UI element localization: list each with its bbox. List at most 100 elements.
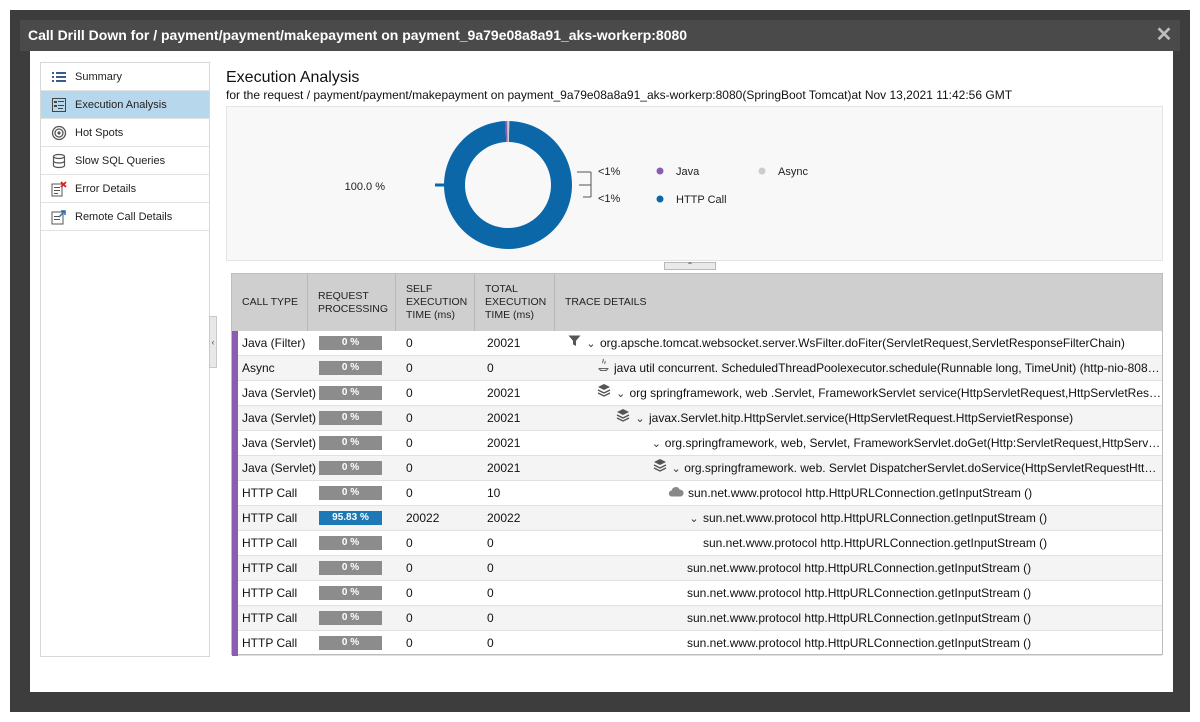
sidebar-item-execution-analysis[interactable]: Execution Analysis [41, 91, 209, 119]
cell-trace-details[interactable]: sun.net.www.protocol http.HttpURLConnect… [668, 481, 1162, 506]
cell-total-time: 10 [487, 486, 501, 500]
cell-self-time: 0 [406, 536, 413, 550]
cell-total-time: 0 [487, 561, 494, 575]
table-row[interactable]: HTTP Call 95.83 % 20022 20022 ⌄ sun.net.www.p… [238, 506, 1162, 531]
cell-trace-details[interactable]: sun.net.www.protocol http.HttpURLConnect… [687, 581, 1162, 606]
request-processing-bar: 0 % [319, 461, 382, 475]
trace-text: sun.net.www.protocol http.HttpURLConnect… [688, 486, 1033, 500]
trace-text: sun.net.www.protocol http.HttpURLConnect… [687, 636, 1032, 650]
table-row[interactable]: Java (Filter) 0 % 0 20021 ⌄ org.apsche.tomcat… [238, 331, 1162, 356]
cell-call-type: HTTP Call [242, 561, 298, 575]
cell-self-time: 0 [406, 486, 413, 500]
cell-total-time: 20021 [487, 436, 521, 450]
cell-trace-details[interactable]: ⌄ javax.Servlet.hitp.HttpServlet.service(… [616, 406, 1162, 431]
trace-text: sun.net.www.protocol http.HttpURLConnect… [687, 561, 1032, 575]
sidebar-item-hot-spots[interactable]: Hot Spots [41, 119, 209, 147]
cell-trace-details[interactable]: sun.net.www.protocol http.HttpURLConnect… [687, 606, 1162, 631]
header-trace-details[interactable]: TRACE DETAILS [565, 296, 647, 308]
table-row[interactable]: Java (Servlet) 0 % 0 20021 ⌄ org springframew… [238, 381, 1162, 406]
sidebar-item-label: Hot Spots [75, 126, 124, 139]
chart-panel: 100.0 % <1% <1% Java Async HTTP Call [226, 106, 1163, 261]
modal-titlebar: Call Drill Down for / payment/payment/ma… [20, 20, 1180, 51]
request-processing-bar: 0 % [319, 386, 382, 400]
layers-icon [653, 456, 667, 481]
page-title: Execution Analysis [226, 69, 360, 86]
legend-label-java: Java [676, 166, 700, 178]
sidebar-item-summary[interactable]: Summary [41, 63, 209, 91]
trace-text: org.springframework, web, Servlet, Frame… [664, 436, 1162, 450]
table-row[interactable]: HTTP Call 0 % 0 0 sun.net.www.protocol http.… [238, 631, 1162, 656]
chart-toggle-button[interactable]: ⌃ [664, 262, 716, 270]
database-icon [51, 153, 67, 169]
trace-text: sun.net.www.protocol http.HttpURLConnect… [687, 611, 1032, 625]
cell-self-time: 0 [406, 411, 413, 425]
sidebar-item-slow-sql[interactable]: Slow SQL Queries [41, 147, 209, 175]
donut-slice-java[interactable] [505, 121, 508, 143]
cloud-icon [668, 481, 684, 506]
cell-trace-details[interactable]: ⌄ sun.net.www.protocol http.HttpURLConnec… [688, 506, 1162, 531]
cell-trace-details[interactable]: sun.net.www.protocol http.HttpURLConnect… [703, 531, 1162, 556]
header-self-execution-time[interactable]: SELF EXECUTION TIME (ms) [396, 274, 475, 331]
cell-trace-details[interactable]: sun.net.www.protocol http.HttpURLConnect… [687, 556, 1162, 581]
error-doc-icon [51, 180, 67, 197]
target-icon [51, 125, 67, 141]
cell-trace-details[interactable]: ⌄ org.springframework. web. Servlet Dispa… [653, 456, 1162, 481]
legend-label-http-call: HTTP Call [676, 194, 727, 206]
chevron-down-icon[interactable]: ⌄ [651, 437, 661, 450]
header-request-processing[interactable]: REQUEST PROCESSING [308, 274, 396, 331]
table-row[interactable]: Java (Servlet) 0 % 0 20021 ⌄ org.springframew… [238, 456, 1162, 481]
table-row[interactable]: Async 0 % 0 0 java util concurrent. Schedule… [238, 356, 1162, 381]
donut-slice-http-call[interactable] [444, 121, 572, 249]
layers-icon [597, 381, 611, 406]
table-row[interactable]: HTTP Call 0 % 0 0 sun.net.www.protocol http.… [238, 556, 1162, 581]
request-processing-bar: 0 % [319, 336, 382, 350]
sidebar-item-label: Summary [75, 70, 123, 83]
sidebar-collapse-handle[interactable]: ‹ [209, 316, 217, 368]
cell-total-time: 20021 [487, 461, 521, 475]
trace-table: CALL TYPE REQUEST PROCESSING SELF EXECUT… [231, 273, 1163, 656]
close-icon[interactable]: ✕ [1155, 24, 1173, 46]
trace-text: sun.net.www.protocol http.HttpURLConnect… [687, 586, 1032, 600]
table-row[interactable]: HTTP Call 0 % 0 10 sun.net.www.protocol http… [238, 481, 1162, 506]
legend-label-async: Async [778, 166, 808, 178]
execution-analysis-icon [51, 97, 67, 113]
chevron-down-icon[interactable]: ⌄ [616, 387, 626, 400]
header-call-type[interactable]: CALL TYPE [232, 274, 308, 331]
donut-slice-async[interactable] [507, 121, 510, 143]
cell-trace-details[interactable]: ⌄ org.apsche.tomcat.websocket.server.WsFi… [568, 331, 1162, 356]
slice-label-http-call: 100.0 % [345, 181, 386, 193]
sidebar-item-label: Slow SQL Queries [75, 154, 166, 167]
table-row[interactable]: Java (Servlet) 0 % 0 20021 ⌄ org.springframew… [238, 431, 1162, 456]
table-row[interactable]: HTTP Call 0 % 0 0 sun.net.www.protocol http.… [238, 531, 1162, 556]
sidebar-item-remote-call-details[interactable]: Remote Call Details [41, 203, 209, 231]
header-total-execution-time[interactable]: TOTAL EXECUTION TIME (ms) [475, 274, 555, 331]
cell-call-type: Async [242, 361, 275, 375]
legend-dot-async [758, 167, 766, 175]
request-processing-bar: 0 % [319, 586, 382, 600]
cell-total-time: 0 [487, 586, 494, 600]
donut-chart: 100.0 % <1% <1% Java Async HTTP Call [345, 121, 808, 249]
cell-self-time: 0 [406, 461, 413, 475]
cell-trace-details[interactable]: ⌄ org.springframework, web, Servlet, Fram… [651, 431, 1162, 456]
table-row[interactable]: HTTP Call 0 % 0 0 sun.net.www.protocol http.… [238, 606, 1162, 631]
cell-call-type: HTTP Call [242, 611, 298, 625]
sidebar-item-error-details[interactable]: Error Details [41, 175, 209, 203]
cell-total-time: 20021 [487, 411, 521, 425]
table-row[interactable]: Java (Servlet) 0 % 0 20021 ⌄ javax.Servlet.hi… [238, 406, 1162, 431]
slice-label-async: <1% [598, 193, 621, 205]
cell-total-time: 0 [487, 611, 494, 625]
cell-total-time: 0 [487, 636, 494, 650]
remote-call-icon [51, 209, 67, 225]
cell-trace-details[interactable]: java util concurrent. ScheduledThreadPoo… [597, 356, 1162, 381]
modal-title: Call Drill Down for / payment/payment/ma… [28, 27, 688, 43]
cell-total-time: 20022 [487, 511, 521, 525]
cell-trace-details[interactable]: ⌄ org springframework, web .Servlet, Fram… [597, 381, 1162, 406]
chevron-down-icon[interactable]: ⌄ [671, 462, 681, 475]
table-row[interactable]: HTTP Call 0 % 0 0 sun.net.www.protocol http.… [238, 581, 1162, 606]
chevron-down-icon[interactable]: ⌄ [689, 512, 699, 525]
request-processing-bar: 0 % [319, 561, 382, 575]
chevron-down-icon[interactable]: ⌄ [586, 337, 596, 350]
cell-trace-details[interactable]: sun.net.www.protocol http.HttpURLConnect… [687, 631, 1162, 656]
cell-self-time: 0 [406, 386, 413, 400]
chevron-down-icon[interactable]: ⌄ [635, 412, 645, 425]
